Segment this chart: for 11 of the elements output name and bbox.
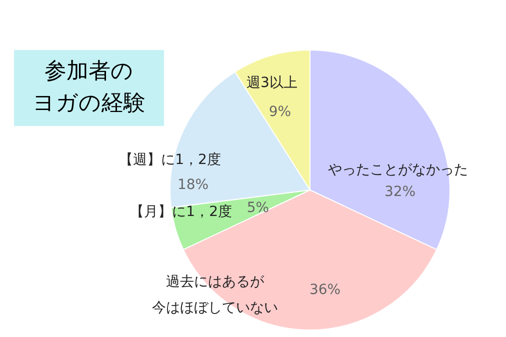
slice-label: 過去にはあるが今はほぼしていない — [152, 274, 278, 316]
slice-label: 週3以上 — [246, 75, 298, 91]
data-label: 32% — [384, 184, 416, 200]
data-label: 36% — [309, 282, 341, 298]
text: 参加者のヨガの経験 — [14, 50, 164, 126]
slice-label: 【週】に1，2度 — [119, 152, 221, 168]
slice-label: やったことがなかった — [328, 162, 468, 178]
data-label: 5% — [246, 200, 270, 216]
slice-label: 【月】に1，2度 — [130, 204, 232, 220]
data-label: 9% — [268, 104, 292, 120]
data-label: 18% — [177, 177, 209, 193]
